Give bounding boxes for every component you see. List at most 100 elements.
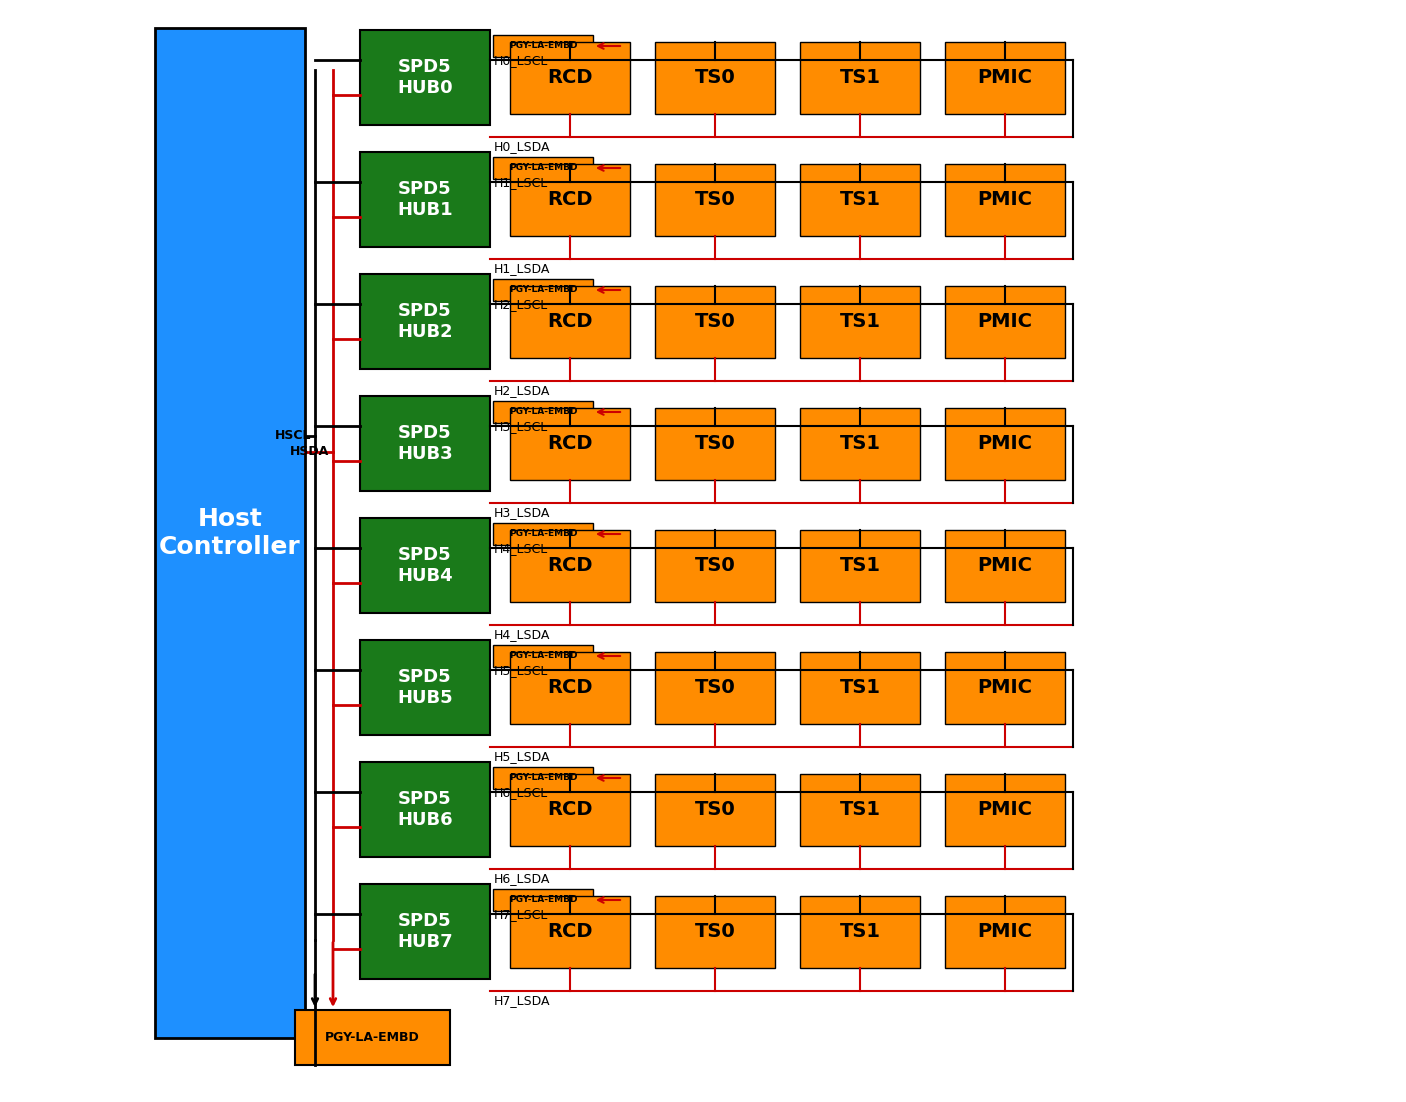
Bar — [360, 274, 491, 369]
Text: RCD: RCD — [547, 312, 593, 331]
Text: SPD5
HUB5: SPD5 HUB5 — [396, 668, 453, 706]
Bar — [945, 529, 1064, 602]
Bar — [360, 396, 491, 491]
Text: SPD5
HUB6: SPD5 HUB6 — [396, 790, 453, 829]
Text: TS1: TS1 — [839, 557, 880, 575]
Text: PMIC: PMIC — [977, 68, 1032, 87]
Text: HSCL: HSCL — [274, 429, 311, 442]
Bar — [295, 1011, 450, 1065]
Bar — [800, 774, 920, 845]
Text: H2_LSDA: H2_LSDA — [494, 385, 550, 398]
Bar — [945, 42, 1064, 114]
Text: H6_LSDA: H6_LSDA — [494, 873, 550, 886]
Bar — [800, 529, 920, 602]
Bar — [945, 408, 1064, 479]
Bar — [945, 651, 1064, 724]
Bar — [800, 42, 920, 114]
Bar — [945, 163, 1064, 236]
Bar — [800, 896, 920, 968]
Text: PMIC: PMIC — [977, 312, 1032, 331]
Text: TS0: TS0 — [695, 922, 735, 941]
Text: H5_LSDA: H5_LSDA — [494, 750, 551, 764]
Text: SPD5
HUB1: SPD5 HUB1 — [396, 180, 453, 219]
Bar — [360, 761, 491, 857]
Text: TS0: TS0 — [695, 190, 735, 209]
Bar — [494, 523, 593, 545]
Text: PGY-LA-EMBD: PGY-LA-EMBD — [509, 774, 578, 782]
Bar — [510, 42, 630, 114]
Text: PGY-LA-EMBD: PGY-LA-EMBD — [509, 42, 578, 51]
Text: Host
Controller: Host Controller — [159, 507, 301, 559]
Text: H3_LSCL: H3_LSCL — [494, 420, 548, 433]
Bar — [360, 884, 491, 979]
Bar — [510, 529, 630, 602]
Text: TS0: TS0 — [695, 68, 735, 87]
Bar — [800, 651, 920, 724]
Text: TS1: TS1 — [839, 312, 880, 331]
Text: SPD5
HUB4: SPD5 HUB4 — [396, 547, 453, 585]
Text: TS1: TS1 — [839, 190, 880, 209]
Text: H7_LSDA: H7_LSDA — [494, 994, 551, 1007]
Bar — [494, 279, 593, 301]
Text: RCD: RCD — [547, 557, 593, 575]
Text: SPD5
HUB0: SPD5 HUB0 — [396, 58, 453, 97]
Text: PGY-LA-EMBD: PGY-LA-EMBD — [509, 408, 578, 417]
Bar — [510, 774, 630, 845]
Text: PGY-LA-EMBD: PGY-LA-EMBD — [509, 651, 578, 660]
Text: TS0: TS0 — [695, 434, 735, 453]
Text: RCD: RCD — [547, 678, 593, 696]
Text: H0_LSDA: H0_LSDA — [494, 140, 551, 153]
Bar — [510, 163, 630, 236]
Bar — [494, 156, 593, 179]
Text: PGY-LA-EMBD: PGY-LA-EMBD — [509, 163, 578, 173]
Text: TS1: TS1 — [839, 800, 880, 819]
Bar — [655, 896, 775, 968]
Text: RCD: RCD — [547, 800, 593, 819]
Bar — [360, 30, 491, 125]
Bar — [510, 651, 630, 724]
Text: TS0: TS0 — [695, 557, 735, 575]
Text: TS0: TS0 — [695, 312, 735, 331]
Text: PGY-LA-EMBD: PGY-LA-EMBD — [509, 896, 578, 905]
Text: TS1: TS1 — [839, 68, 880, 87]
Text: RCD: RCD — [547, 190, 593, 209]
Bar — [494, 645, 593, 667]
Text: H2_LSCL: H2_LSCL — [494, 298, 548, 311]
Text: H5_LSCL: H5_LSCL — [494, 663, 548, 677]
Text: H7_LSCL: H7_LSCL — [494, 908, 548, 921]
Text: TS0: TS0 — [695, 678, 735, 696]
Text: PGY-LA-EMBD: PGY-LA-EMBD — [325, 1031, 420, 1044]
Bar — [494, 401, 593, 423]
Text: PMIC: PMIC — [977, 557, 1032, 575]
Text: HSDA: HSDA — [290, 445, 329, 458]
Bar — [800, 285, 920, 357]
Bar — [494, 889, 593, 911]
Text: PGY-LA-EMBD: PGY-LA-EMBD — [509, 285, 578, 294]
Bar — [360, 640, 491, 735]
Text: TS1: TS1 — [839, 678, 880, 696]
Text: TS1: TS1 — [839, 922, 880, 941]
Text: PMIC: PMIC — [977, 434, 1032, 453]
Bar — [945, 774, 1064, 845]
Text: SPD5
HUB3: SPD5 HUB3 — [396, 424, 453, 463]
Bar — [510, 408, 630, 479]
Text: H0_LSCL: H0_LSCL — [494, 54, 548, 67]
Text: RCD: RCD — [547, 922, 593, 941]
Bar — [800, 163, 920, 236]
Bar — [494, 767, 593, 789]
Text: H4_LSDA: H4_LSDA — [494, 628, 550, 641]
Text: H1_LSCL: H1_LSCL — [494, 176, 548, 188]
Text: TS0: TS0 — [695, 800, 735, 819]
Text: PGY-LA-EMBD: PGY-LA-EMBD — [509, 529, 578, 539]
Bar — [800, 408, 920, 479]
Bar — [655, 163, 775, 236]
Text: H4_LSCL: H4_LSCL — [494, 542, 548, 555]
Text: H6_LSCL: H6_LSCL — [494, 786, 548, 799]
Text: RCD: RCD — [547, 68, 593, 87]
Bar — [945, 285, 1064, 357]
Text: PMIC: PMIC — [977, 678, 1032, 696]
Text: PMIC: PMIC — [977, 922, 1032, 941]
Bar — [945, 896, 1064, 968]
Text: H1_LSDA: H1_LSDA — [494, 262, 550, 276]
Bar — [494, 35, 593, 57]
